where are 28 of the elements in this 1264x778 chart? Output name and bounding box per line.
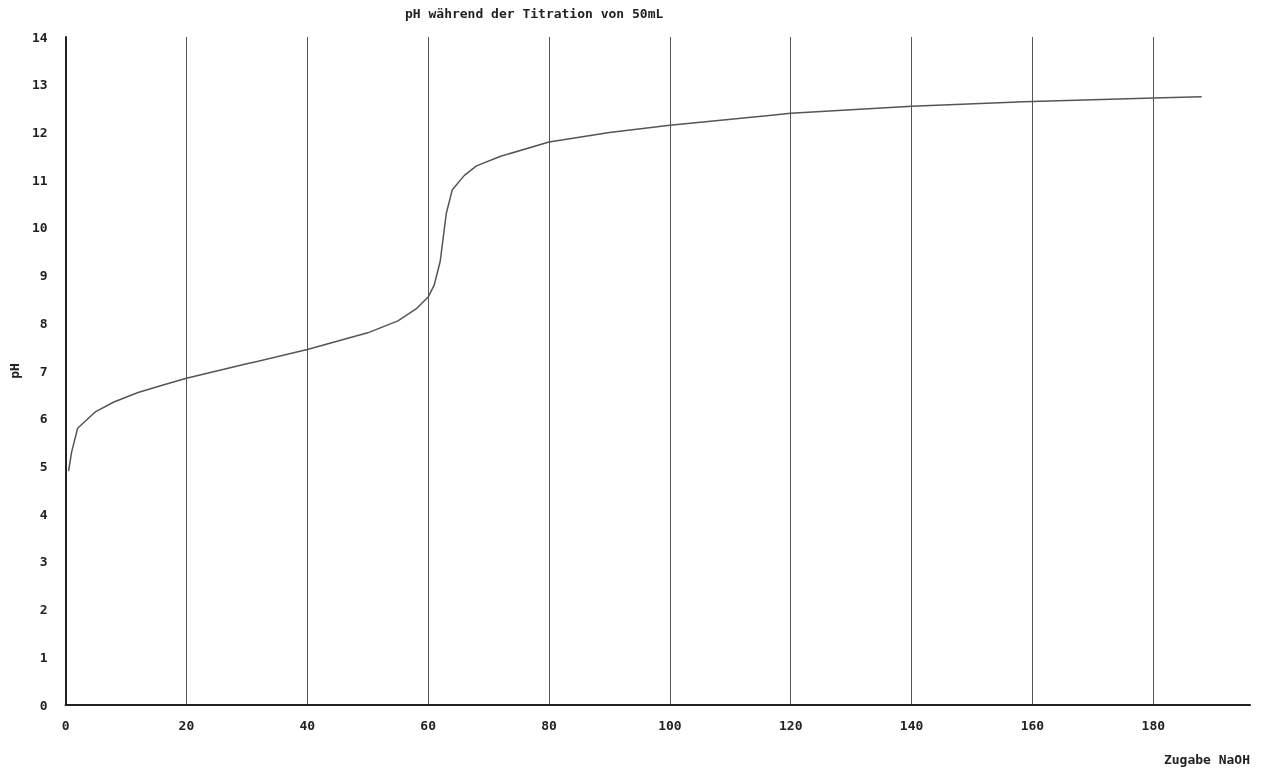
y-tick-label: 14 <box>31 29 48 45</box>
y-axis-title: pH <box>7 363 22 379</box>
x-tick-label: 0 <box>61 718 70 733</box>
x-tick-label: 140 <box>899 718 924 733</box>
y-tick-label: 2 <box>39 602 48 618</box>
y-tick-label: 11 <box>31 172 48 188</box>
x-tick-label: 60 <box>420 718 437 733</box>
x-tick-label: 100 <box>658 718 682 733</box>
y-tick-label: 8 <box>39 315 48 331</box>
x-tick-label: 20 <box>178 718 195 733</box>
x-tick-label: 160 <box>1020 718 1045 733</box>
x-tick-label: 80 <box>541 718 557 733</box>
x-tick-label: 120 <box>778 718 803 733</box>
x-tick-label: 180 <box>1141 718 1166 733</box>
y-tick-label: 4 <box>39 506 48 522</box>
y-tick-label: 7 <box>39 363 48 379</box>
y-tick-label: 10 <box>31 220 48 236</box>
chart-title: pH während der Titration von 50mL <box>405 6 664 21</box>
x-tick-label: 40 <box>299 718 316 733</box>
y-tick-label: 13 <box>31 77 48 93</box>
x-axis-title: Zugabe NaOH <box>1163 752 1250 767</box>
y-tick-label: 1 <box>39 649 48 665</box>
y-tick-label: 0 <box>39 697 48 713</box>
y-tick-label: 6 <box>39 411 48 427</box>
y-tick-label: 3 <box>39 554 48 570</box>
y-tick-label: 5 <box>39 458 48 474</box>
y-tick-label: 9 <box>39 268 48 284</box>
y-tick-label: 12 <box>31 124 48 140</box>
